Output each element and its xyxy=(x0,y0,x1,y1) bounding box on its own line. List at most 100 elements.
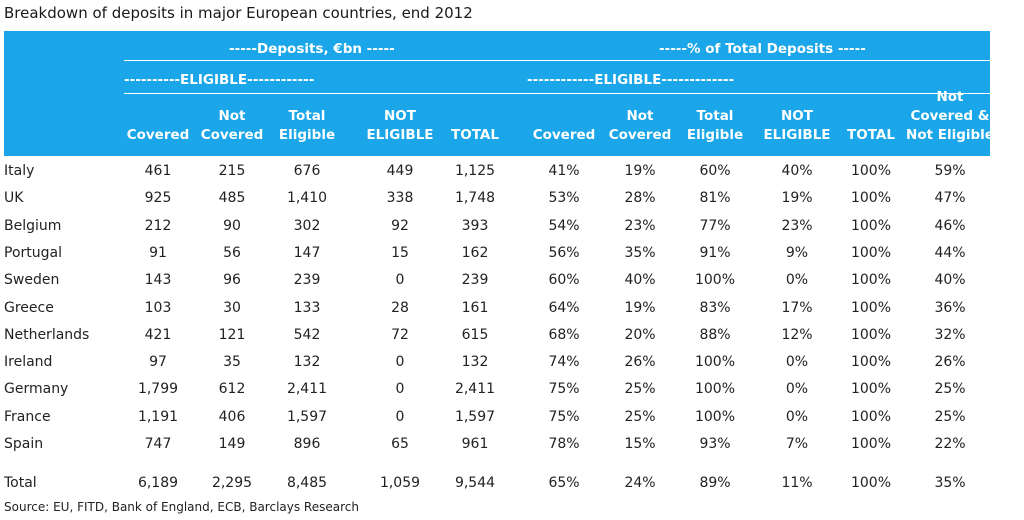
table-cell: 19% xyxy=(624,163,655,179)
row-country: France xyxy=(4,409,51,425)
table-cell: 100% xyxy=(851,245,891,261)
table-cell: 25% xyxy=(624,381,655,397)
table-cell: 28 xyxy=(391,300,409,316)
table-cell: 100% xyxy=(851,436,891,452)
table-cell: 149 xyxy=(219,436,246,452)
table-cell: 676 xyxy=(294,163,321,179)
table-cell: 75% xyxy=(548,409,579,425)
column-header: ELIGIBLE xyxy=(763,127,830,143)
table-row: Ireland 97 35 132 0 132 74% 26% 100% 0% 100% 26% xyxy=(4,351,994,375)
table-cell: 25% xyxy=(624,409,655,425)
table-cell: 132 xyxy=(462,354,489,370)
column-header: Covered xyxy=(609,127,672,143)
table-cell: 100% xyxy=(695,409,735,425)
table-row: Sweden 143 96 239 0 239 60% 40% 100% 0% 100% 40% xyxy=(4,269,994,293)
column-header: NOT xyxy=(384,108,416,124)
table-cell: 9% xyxy=(786,245,808,261)
table-cell: 100% xyxy=(695,381,735,397)
table-cell: 100% xyxy=(851,381,891,397)
row-country: Total xyxy=(4,475,37,491)
table-cell: 64% xyxy=(548,300,579,316)
table-cell: 161 xyxy=(462,300,489,316)
table-cell: 36% xyxy=(934,300,965,316)
deposits-header-rule xyxy=(124,60,1014,61)
table-cell: 41% xyxy=(548,163,579,179)
table-cell: 74% xyxy=(548,354,579,370)
table-cell: 35% xyxy=(934,475,965,491)
table-cell: 449 xyxy=(387,163,414,179)
table-cell: 40% xyxy=(781,163,812,179)
table-cell: 24% xyxy=(624,475,655,491)
table-cell: 1,799 xyxy=(138,381,178,397)
table-cell: 28% xyxy=(624,190,655,206)
table-cell: 2,295 xyxy=(212,475,252,491)
source-note: Source: EU, FITD, Bank of England, ECB, … xyxy=(4,500,359,514)
table-cell: 212 xyxy=(145,218,172,234)
table-cell: 961 xyxy=(462,436,489,452)
table-cell: 15 xyxy=(391,245,409,261)
table-cell: 56% xyxy=(548,245,579,261)
table-row: Spain 747 149 896 65 961 78% 15% 93% 7% 100% 22% xyxy=(4,433,994,457)
table-cell: 121 xyxy=(219,327,246,343)
column-header: Eligible xyxy=(279,127,335,143)
column-header: TOTAL xyxy=(451,127,499,143)
column-header: Eligible xyxy=(687,127,743,143)
column-header: Total xyxy=(289,108,326,124)
table-cell: 100% xyxy=(851,163,891,179)
eligible-deposits-header: ----------ELIGIBLE------------ xyxy=(124,72,314,88)
table-cell: 91% xyxy=(699,245,730,261)
table-row: Belgium 212 90 302 92 393 54% 23% 77% 23% 100% 46% xyxy=(4,215,994,239)
table-row: Greece 103 30 133 28 161 64% 19% 83% 17% 100% 36% xyxy=(4,297,994,321)
column-header: Not xyxy=(626,108,653,124)
table-cell: 12% xyxy=(781,327,812,343)
table-cell: 26% xyxy=(624,354,655,370)
table-cell: 896 xyxy=(294,436,321,452)
table-cell: 44% xyxy=(934,245,965,261)
table-cell: 97 xyxy=(149,354,167,370)
table-cell: 103 xyxy=(145,300,172,316)
table-cell: 53% xyxy=(548,190,579,206)
table-cell: 302 xyxy=(294,218,321,234)
row-country: Netherlands xyxy=(4,327,89,343)
table-cell: 0% xyxy=(786,354,808,370)
table-cell: 406 xyxy=(219,409,246,425)
table-cell: 1,125 xyxy=(455,163,495,179)
table-cell: 23% xyxy=(781,218,812,234)
row-country: Belgium xyxy=(4,218,61,234)
table-cell: 65% xyxy=(548,475,579,491)
table-cell: 60% xyxy=(548,272,579,288)
column-header: Covered xyxy=(127,127,190,143)
table-cell: 72 xyxy=(391,327,409,343)
eligible-percent-header: ------------ELIGIBLE------------- xyxy=(527,72,734,88)
table-cell: 133 xyxy=(294,300,321,316)
table-cell: 59% xyxy=(934,163,965,179)
table-cell: 75% xyxy=(548,381,579,397)
table-cell: 100% xyxy=(851,409,891,425)
row-country: Spain xyxy=(4,436,43,452)
table-cell: 92 xyxy=(391,218,409,234)
column-header: Not xyxy=(936,89,963,105)
column-header: Covered & xyxy=(910,108,989,124)
table-cell: 40% xyxy=(934,272,965,288)
table-cell: 22% xyxy=(934,436,965,452)
table-cell: 9,544 xyxy=(455,475,495,491)
table-cell: 461 xyxy=(145,163,172,179)
table-row: UK 925 485 1,410 338 1,748 53% 28% 81% 19% 100% 47% xyxy=(4,187,994,211)
column-header: Covered xyxy=(201,127,264,143)
table-cell: 0 xyxy=(396,272,405,288)
table-cell: 1,191 xyxy=(138,409,178,425)
table-cell: 35 xyxy=(223,354,241,370)
table-cell: 2,411 xyxy=(455,381,495,397)
table-cell: 393 xyxy=(462,218,489,234)
row-country: Portugal xyxy=(4,245,62,261)
table-cell: 91 xyxy=(149,245,167,261)
table-cell: 56 xyxy=(223,245,241,261)
table-cell: 143 xyxy=(145,272,172,288)
table-cell: 1,597 xyxy=(287,409,327,425)
table-cell: 147 xyxy=(294,245,321,261)
table-cell: 239 xyxy=(462,272,489,288)
column-header: Covered xyxy=(533,127,596,143)
table-cell: 100% xyxy=(695,272,735,288)
row-country: Ireland xyxy=(4,354,52,370)
table-cell: 26% xyxy=(934,354,965,370)
